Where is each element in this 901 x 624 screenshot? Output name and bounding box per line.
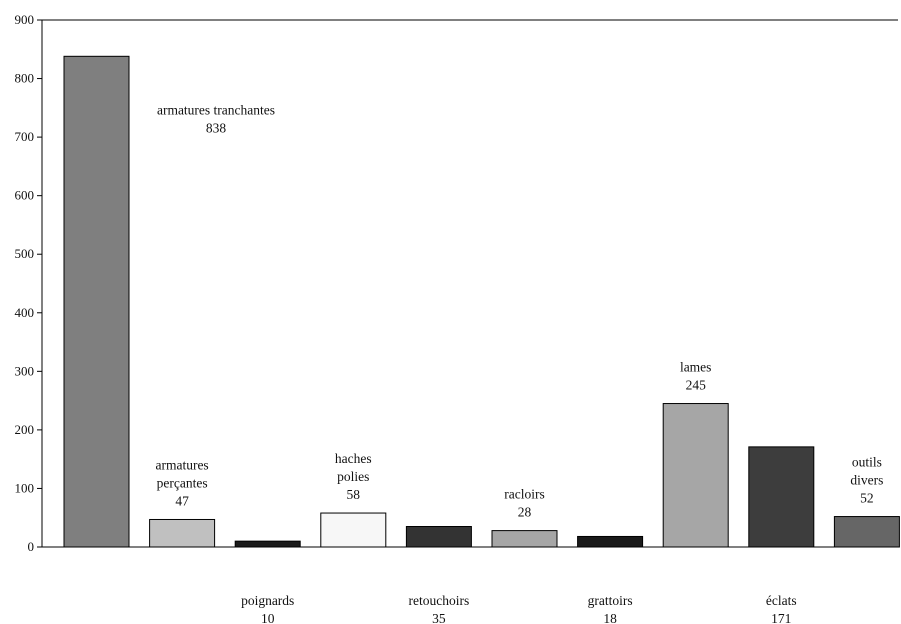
bar-label: outils divers 52 <box>850 455 883 506</box>
y-tick-label: 600 <box>15 188 35 203</box>
bar-label-line: 35 <box>432 611 446 624</box>
data-labels: armatures tranchantes 838 armatures perçant… <box>155 102 883 624</box>
y-tick-label: 300 <box>15 363 35 378</box>
bar-label: grattoirs 18 <box>588 593 633 624</box>
bar-label: armatures perçantes 47 <box>155 457 208 508</box>
bar-label-line: outils <box>852 455 882 470</box>
bar-label: lames 245 <box>680 360 712 393</box>
bar <box>405 526 472 548</box>
bar <box>63 55 130 548</box>
y-tick-label: 900 <box>15 12 35 27</box>
bar <box>577 535 644 548</box>
bar-label-line: 171 <box>771 611 791 624</box>
bar-label-line: armatures <box>155 457 208 472</box>
bar-label-line: 18 <box>603 611 617 624</box>
bar <box>491 530 558 548</box>
y-tick-label: 800 <box>15 71 35 86</box>
bar-label-line: 28 <box>518 505 532 520</box>
y-tick-label: 0 <box>28 539 35 554</box>
bar-label-line: 10 <box>261 611 275 624</box>
bar-label: racloirs 28 <box>504 487 544 520</box>
bar-label-line: éclats <box>766 593 797 608</box>
y-tick-label: 400 <box>15 305 35 320</box>
y-tick-label: 500 <box>15 246 35 261</box>
bar-label: éclats 171 <box>766 593 797 624</box>
bar-label-line: perçantes <box>157 475 208 490</box>
bar-label-line: armatures tranchantes <box>157 102 275 117</box>
bar-label-line: polies <box>337 469 369 484</box>
plot-frame <box>41 19 898 548</box>
bar-label-line: 47 <box>175 493 189 508</box>
bar <box>833 516 900 548</box>
bar-label-line: divers <box>850 473 883 488</box>
bar <box>320 512 387 548</box>
bar-label: poignards 10 <box>241 593 294 624</box>
bar-series <box>63 55 900 548</box>
bar-label: haches polies 58 <box>335 451 372 502</box>
bar <box>748 446 815 548</box>
bar-label: retouchoirs 35 <box>409 593 470 624</box>
bar-label-line: grattoirs <box>588 593 633 608</box>
y-axis: 0 100 200 300 400 500 600 700 800 900 <box>15 12 42 554</box>
y-tick-label: 700 <box>15 129 35 144</box>
bar <box>234 540 301 548</box>
bar-label-line: poignards <box>241 593 294 608</box>
y-tick-label: 200 <box>15 422 35 437</box>
bar-label-line: racloirs <box>504 487 544 502</box>
bar-label: armatures tranchantes 838 <box>157 102 275 135</box>
bar-label-line: 58 <box>347 487 361 502</box>
y-tick-label: 100 <box>15 480 35 495</box>
bar-label-line: lames <box>680 360 712 375</box>
bar <box>662 403 729 548</box>
bar-label-line: retouchoirs <box>409 593 470 608</box>
bar-label-line: 838 <box>206 120 227 135</box>
bar-label-line: haches <box>335 451 372 466</box>
bar <box>149 518 216 548</box>
bar-label-line: 245 <box>686 378 707 393</box>
bar-label-line: 52 <box>860 491 874 506</box>
